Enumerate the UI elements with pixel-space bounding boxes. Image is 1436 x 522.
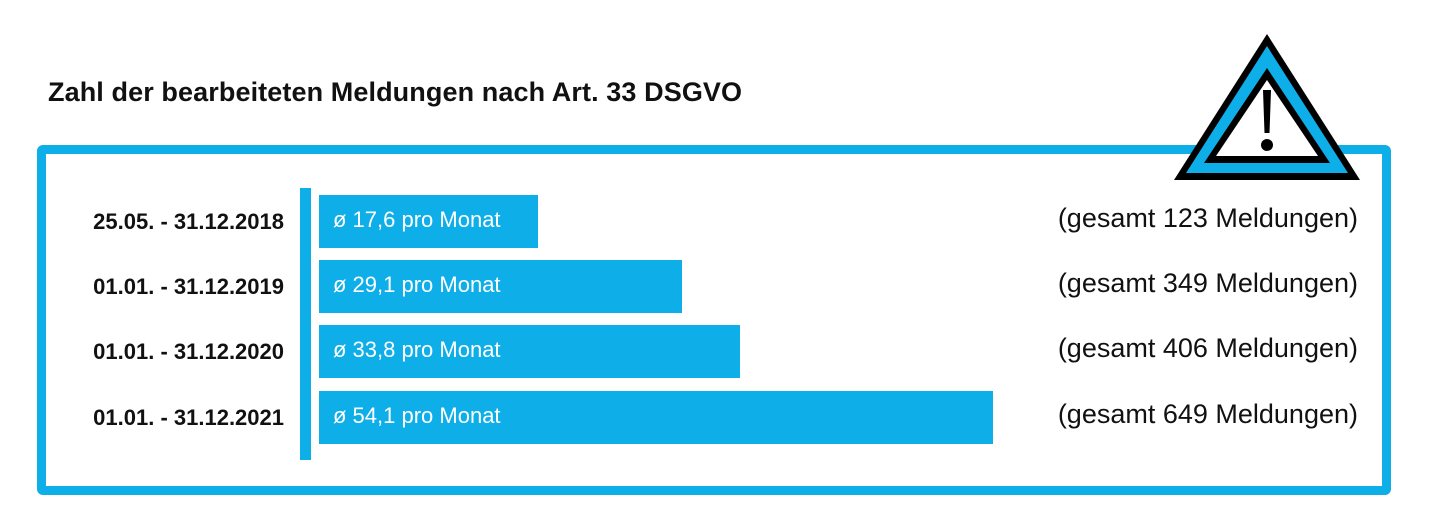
chart-title: Zahl der bearbeiteten Meldungen nach Art… [48, 77, 743, 107]
total-label: (gesamt 349 Meldungen) [1057, 268, 1358, 298]
bar-value-label: ø 29,1 pro Monat [333, 272, 501, 297]
bar [319, 325, 740, 378]
bar [319, 260, 682, 313]
category-label: 25.05. - 31.12.2018 [93, 209, 284, 234]
category-label: 01.01. - 31.12.2019 [93, 274, 284, 299]
bar [319, 391, 993, 444]
total-label: (gesamt 123 Meldungen) [1057, 203, 1358, 233]
warning-triangle-icon [1174, 34, 1360, 180]
category-label: 01.01. - 31.12.2020 [93, 339, 284, 364]
bar-value-label: ø 33,8 pro Monat [333, 337, 501, 362]
total-label: (gesamt 649 Meldungen) [1057, 399, 1358, 429]
category-axis-line [300, 188, 311, 460]
bar [319, 195, 538, 248]
bar-value-label: ø 54,1 pro Monat [333, 403, 501, 428]
total-label: (gesamt 406 Meldungen) [1057, 333, 1358, 363]
bar-value-label: ø 17,6 pro Monat [333, 207, 501, 232]
category-label: 01.01. - 31.12.2021 [93, 405, 284, 430]
